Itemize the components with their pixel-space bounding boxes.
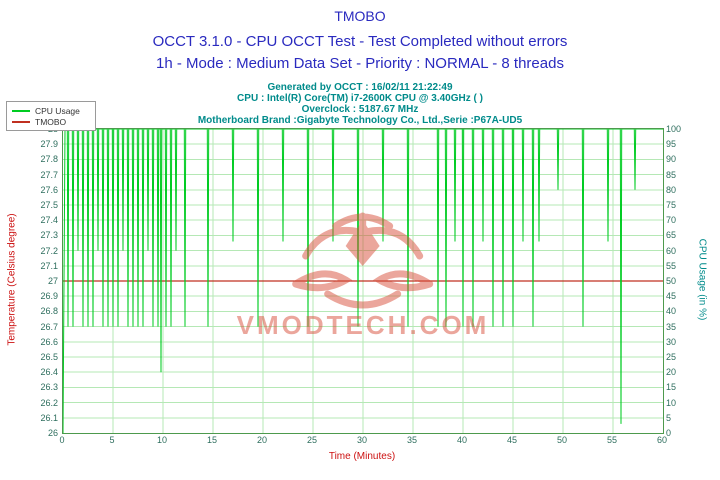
x-tick-labels: 0 5 10 15 20 25 30 35 40 45 50 55 60 [59, 435, 667, 447]
tick-label: 60 [666, 245, 677, 256]
tick-label: 65 [666, 230, 677, 241]
tick-label: 26.7 [40, 321, 58, 332]
tick-label: 27.5 [40, 200, 58, 210]
tick-label: 95 [666, 139, 677, 150]
tick-label: 100 [666, 124, 682, 134]
tick-label: 50 [666, 276, 677, 286]
tick-label: 27.4 [40, 215, 58, 226]
tick-label: 70 [666, 215, 677, 226]
tick-label: 35 [666, 321, 677, 332]
tick-label: 25 [306, 435, 317, 445]
chart-subtitle-test: OCCT 3.1.0 - CPU OCCT Test - Test Comple… [152, 33, 568, 50]
tick-label: 45 [506, 435, 517, 445]
tick-label: 27 [47, 276, 58, 286]
tick-label: 26.3 [40, 382, 58, 393]
tick-label: 26.8 [40, 306, 58, 317]
tick-label: 26.2 [40, 397, 58, 408]
tick-label: 26.1 [40, 412, 58, 423]
tick-label: 55 [606, 435, 617, 445]
tick-label: 20 [256, 435, 267, 445]
tick-label: 60 [656, 435, 667, 445]
tick-label: 0 [666, 428, 672, 438]
info-overclock: Overclock : 5187.67 MHz [301, 104, 419, 115]
plot-area: VMODTECH.COM [62, 128, 664, 434]
tick-label: 15 [666, 382, 677, 393]
tick-label: 90 [666, 154, 677, 165]
tick-label: 27.7 [40, 169, 58, 180]
tick-label: 5 [666, 412, 672, 423]
tick-label: 10 [666, 397, 677, 408]
chart-title: TMOBO [334, 8, 386, 24]
info-motherboard: Motherboard Brand :Gigabyte Technology C… [197, 115, 523, 126]
tick-label: 0 [59, 435, 65, 445]
tick-label: 40 [666, 306, 677, 317]
legend-label: CPU Usage [35, 105, 80, 116]
tick-label: 35 [406, 435, 417, 445]
right-tick-labels: 0 5 10 15 20 25 30 35 40 45 50 55 60 65 70 75 80 85 90 95 10… [666, 124, 694, 438]
tick-label: 27.8 [40, 154, 58, 165]
legend-line-swatch-tmobo [12, 120, 30, 123]
tick-label: 25 [666, 352, 677, 362]
legend-item-cpu-usage: CPU Usage [12, 105, 90, 116]
tick-label: 27.2 [40, 245, 58, 256]
tick-label: 85 [666, 169, 677, 180]
tick-label: 45 [666, 291, 677, 302]
legend-item-tmobo: TMOBO [12, 116, 90, 127]
tick-label: 75 [666, 200, 677, 210]
tick-label: 40 [456, 435, 467, 445]
tick-label: 27.3 [40, 230, 58, 241]
left-tick-labels: 26 26.1 26.2 26.3 26.4 26.5 26.6 26.7 26.8 26.9 27… [24, 124, 58, 438]
tick-label: 30 [356, 435, 367, 445]
cpu-usage-series [63, 129, 663, 433]
tick-label: 20 [666, 367, 677, 378]
tick-label: 55 [666, 260, 677, 271]
tick-label: 26.4 [40, 367, 58, 378]
tick-label: 26.6 [40, 336, 58, 347]
tick-label: 30 [666, 336, 677, 347]
tick-label: 26.5 [40, 352, 58, 362]
legend-line-swatch-cpu [12, 109, 30, 112]
legend-label: TMOBO [35, 116, 67, 127]
tick-label: 26.9 [40, 291, 58, 302]
tick-label: 5 [109, 435, 115, 445]
tick-label: 15 [206, 435, 217, 445]
x-axis-title: Time (Minutes) [328, 451, 396, 462]
tick-label: 80 [666, 184, 677, 195]
y-axis-right-title: CPU Usage (in %) [696, 238, 708, 321]
chart-subtitle-mode: 1h - Mode : Medium Data Set - Priority :… [156, 55, 564, 72]
tick-label: 27.1 [40, 260, 58, 271]
tick-label: 27.9 [40, 139, 58, 150]
info-generated: Generated by OCCT : 16/02/11 21:22:49 [267, 82, 453, 93]
tick-label: 27.6 [40, 184, 58, 195]
tick-label: 26 [47, 428, 58, 438]
y-axis-left-title: Temperature (Celsius degree) [6, 213, 18, 346]
info-cpu: CPU : Intel(R) Core(TM) i7-2600K CPU @ 3… [237, 93, 483, 104]
tick-label: 10 [156, 435, 167, 445]
legend: CPU Usage TMOBO [6, 101, 96, 131]
tick-label: 50 [556, 435, 567, 445]
plot-svg [63, 129, 663, 433]
